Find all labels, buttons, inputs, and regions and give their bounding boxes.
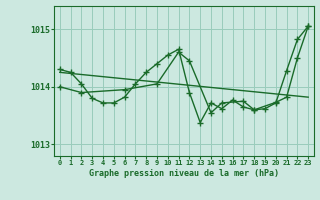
X-axis label: Graphe pression niveau de la mer (hPa): Graphe pression niveau de la mer (hPa): [89, 169, 279, 178]
